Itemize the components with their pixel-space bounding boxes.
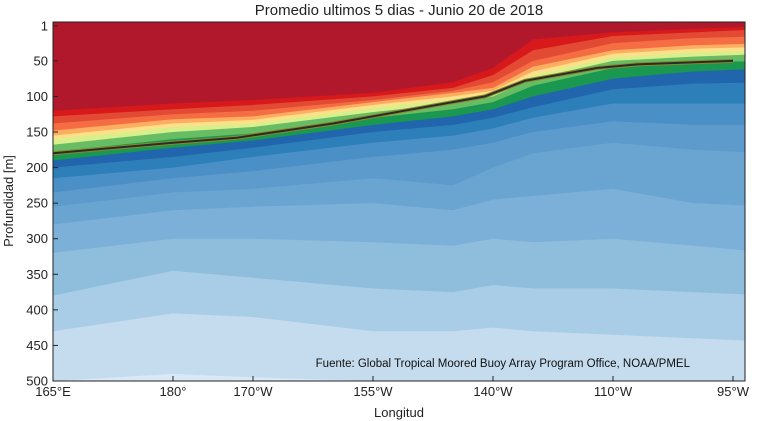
x-tick-label: 180° (160, 384, 187, 399)
y-axis-title: Profundidad [m] (1, 155, 16, 247)
thermocline-layer (53, 58, 734, 156)
x-axis-title: Longitud (374, 405, 424, 420)
x-tick-label: 110°W (594, 384, 633, 399)
plot-frame (52, 21, 746, 382)
x-tick-label: 155°W (353, 384, 393, 399)
x-tick-label: 170°W (233, 384, 273, 399)
y-tick-label: 200 (26, 160, 48, 175)
y-tick-label: 1 (41, 19, 48, 34)
chart-title: Promedio ultimos 5 dias - Junio 20 de 20… (255, 2, 544, 19)
x-tick-label: 95°W (717, 384, 750, 399)
x-tick-label: 165°E (35, 384, 71, 399)
contour-bands (53, 22, 745, 381)
y-tick-label: 250 (26, 196, 48, 211)
y-tick-label: 150 (26, 125, 48, 140)
y-tick-label: 300 (26, 231, 48, 246)
contour-band (53, 22, 745, 111)
x-tick-label: 140°W (473, 384, 513, 399)
y-tick-label: 400 (26, 302, 48, 317)
y-tick-label: 100 (26, 89, 48, 104)
y-tick-label: 450 (26, 338, 48, 353)
y-tick-label: 50 (34, 53, 48, 68)
x-axis: 165°E 180° 170°W 155°W 140°W 110°W 95°W (35, 376, 750, 399)
thermocline-line (53, 59, 734, 155)
y-tick-label: 500 (26, 374, 48, 389)
source-note: Fuente: Global Tropical Moored Buoy Arra… (316, 358, 691, 370)
y-tick-label: 350 (26, 267, 48, 282)
